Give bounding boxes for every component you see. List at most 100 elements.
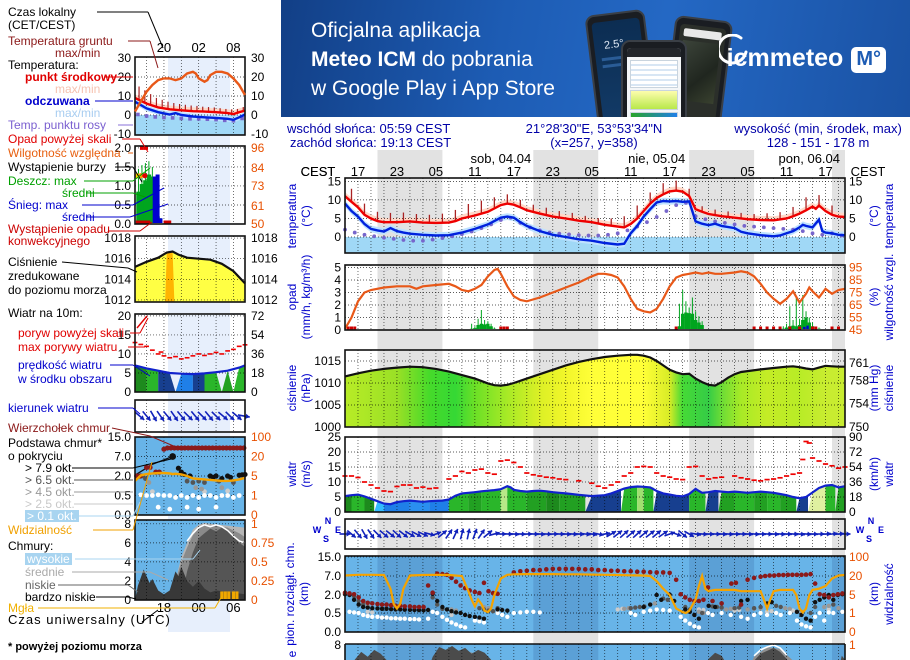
- legend-label: Deszcz: max: [8, 174, 77, 188]
- svg-text:1016: 1016: [251, 252, 278, 266]
- svg-text:72: 72: [251, 309, 265, 323]
- svg-text:0: 0: [124, 385, 131, 399]
- svg-text:2.0: 2.0: [114, 469, 131, 483]
- svg-text:wilgotność wzgl.: wilgotność wzgl.: [882, 254, 896, 342]
- legend-label: Temperatura:: [8, 58, 79, 72]
- svg-text:-10: -10: [251, 127, 269, 141]
- legend-label: Chmury:: [8, 539, 54, 553]
- svg-text:7.0: 7.0: [324, 569, 341, 583]
- svg-text:17: 17: [351, 164, 365, 179]
- legend-label: punkt środkowy: [25, 70, 118, 84]
- legend-label: średni: [62, 210, 95, 224]
- svg-text:0: 0: [849, 230, 856, 244]
- svg-text:100: 100: [251, 430, 271, 444]
- svg-text:(m/s): (m/s): [299, 460, 313, 487]
- svg-text:0.0: 0.0: [114, 217, 131, 231]
- svg-text:20: 20: [157, 40, 171, 55]
- svg-text:05: 05: [740, 164, 754, 179]
- svg-text:5: 5: [124, 366, 131, 380]
- svg-text:10: 10: [251, 89, 265, 103]
- svg-text:0.5: 0.5: [114, 489, 131, 503]
- svg-text:20: 20: [849, 569, 863, 583]
- svg-text:ciśnienie: ciśnienie: [285, 364, 299, 411]
- logo-badge: M°: [851, 47, 886, 73]
- svg-text:2: 2: [124, 574, 131, 588]
- svg-text:84: 84: [251, 161, 265, 175]
- svg-text:(km/h): (km/h): [867, 457, 881, 491]
- svg-text:08: 08: [226, 40, 240, 55]
- svg-text:90: 90: [849, 430, 863, 444]
- grid-xy: (x=257, y=358): [550, 135, 638, 150]
- svg-text:2.0: 2.0: [114, 141, 131, 155]
- logo-swoosh-icon: [718, 34, 748, 65]
- svg-text:W: W: [313, 525, 322, 535]
- legend-label: Mgła: [8, 601, 35, 615]
- svg-text:S: S: [323, 534, 329, 544]
- svg-text:23: 23: [546, 164, 560, 179]
- legend-label: do poziomu morza: [8, 283, 107, 297]
- svg-text:20: 20: [328, 445, 342, 459]
- svg-text:1: 1: [251, 517, 258, 531]
- svg-text:20: 20: [118, 309, 132, 323]
- svg-text:45: 45: [849, 323, 863, 337]
- legend-label: zredukowane: [8, 269, 80, 283]
- svg-text:1: 1: [251, 489, 258, 503]
- svg-text:1012: 1012: [251, 293, 278, 307]
- svg-text:S: S: [866, 534, 872, 544]
- svg-text:10: 10: [118, 89, 132, 103]
- svg-text:95: 95: [849, 261, 863, 275]
- tz-left: CEST: [301, 164, 336, 179]
- legend-label: poryw powyżej skali: [18, 326, 125, 340]
- svg-text:11: 11: [624, 164, 638, 179]
- svg-text:0.5: 0.5: [251, 555, 268, 569]
- svg-text:(km): (km): [297, 582, 311, 606]
- svg-text:1: 1: [334, 311, 341, 325]
- svg-text:54: 54: [849, 460, 863, 474]
- legend-label: o pokryciu: [8, 449, 63, 463]
- svg-text:02: 02: [191, 40, 205, 55]
- temperature-panel: 0 0 5 5 10 10 15 15: [328, 174, 863, 254]
- svg-text:750: 750: [849, 420, 869, 434]
- svg-text:50: 50: [251, 217, 265, 231]
- legend-label: > 6.5 okt.: [25, 473, 75, 487]
- legend-label: Temp. punktu rosy: [8, 118, 107, 132]
- legend-label: średnie: [25, 565, 65, 579]
- svg-text:1014: 1014: [104, 272, 131, 286]
- legend-label: max/min: [55, 82, 101, 96]
- svg-text:0: 0: [251, 593, 258, 607]
- svg-text:e: e: [285, 650, 299, 657]
- altitude-label: wysokość (min, środek, max): [734, 121, 902, 136]
- svg-text:0: 0: [849, 505, 856, 519]
- svg-text:65: 65: [849, 298, 863, 312]
- svg-text:85: 85: [849, 273, 863, 287]
- legend-label: Opad powyżej skali: [8, 132, 112, 146]
- banner-line2: Meteo ICM do pobrania: [311, 48, 533, 71]
- footnote: * powyżej poziomu morza: [8, 641, 142, 653]
- svg-text:96: 96: [251, 141, 265, 155]
- svg-text:1014: 1014: [251, 272, 278, 286]
- pressure-panel: 1000 1005 1010 1015 750 754 758 761: [314, 349, 869, 434]
- svg-text:0: 0: [849, 625, 856, 639]
- app-banner[interactable]: Oficjalna aplikacja Meteo ICM do pobrani…: [281, 0, 910, 117]
- svg-text:11: 11: [468, 164, 482, 179]
- svg-text:15: 15: [328, 460, 342, 474]
- svg-text:CEST: CEST: [301, 164, 336, 179]
- phone-mockup-front: [621, 40, 687, 117]
- svg-text:5: 5: [251, 469, 258, 483]
- svg-text:8: 8: [334, 638, 341, 652]
- legend-label: max/min: [55, 106, 101, 120]
- svg-text:5: 5: [849, 588, 856, 602]
- svg-text:(mm Hg): (mm Hg): [867, 365, 881, 412]
- svg-text:1005: 1005: [314, 398, 341, 412]
- svg-text:15.0: 15.0: [108, 430, 132, 444]
- svg-text:75: 75: [849, 286, 863, 300]
- svg-text:15.0: 15.0: [318, 550, 342, 564]
- legend-label: Czas lokalny: [8, 5, 77, 19]
- svg-text:wiatr: wiatr: [285, 461, 299, 487]
- svg-text:15: 15: [849, 174, 863, 188]
- svg-text:0: 0: [124, 593, 131, 607]
- svg-text:55: 55: [849, 311, 863, 325]
- svg-text:72: 72: [849, 445, 863, 459]
- svg-text:0.5: 0.5: [324, 606, 341, 620]
